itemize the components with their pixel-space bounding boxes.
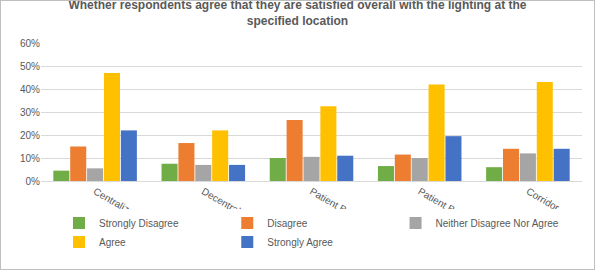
svg-text:40%: 40% [20,84,40,95]
svg-text:30%: 30% [20,107,40,118]
svg-text:Centralized Nurse Station: Centralized Nurse Station [91,185,196,252]
svg-text:60%: 60% [20,38,40,49]
svg-text:Patient Bedside: Patient Bedside [308,185,375,231]
svg-text:20%: 20% [20,130,40,141]
svg-text:10%: 10% [20,153,40,164]
svg-text:Corridor: Corridor [524,185,562,214]
svg-text:Whether respondents agree that: Whether respondents agree that they are … [68,1,526,28]
svg-text:50%: 50% [20,61,40,72]
svg-text:Neither Disagree Nor Agree: Neither Disagree Nor Agree [436,218,559,229]
svg-text:Strongly Agree: Strongly Agree [267,237,333,248]
svg-text:Agree: Agree [99,237,126,248]
svg-text:0%: 0% [26,176,41,187]
svg-text:Strongly Disagree: Strongly Disagree [99,218,179,229]
svg-text:Disagree: Disagree [267,218,307,229]
